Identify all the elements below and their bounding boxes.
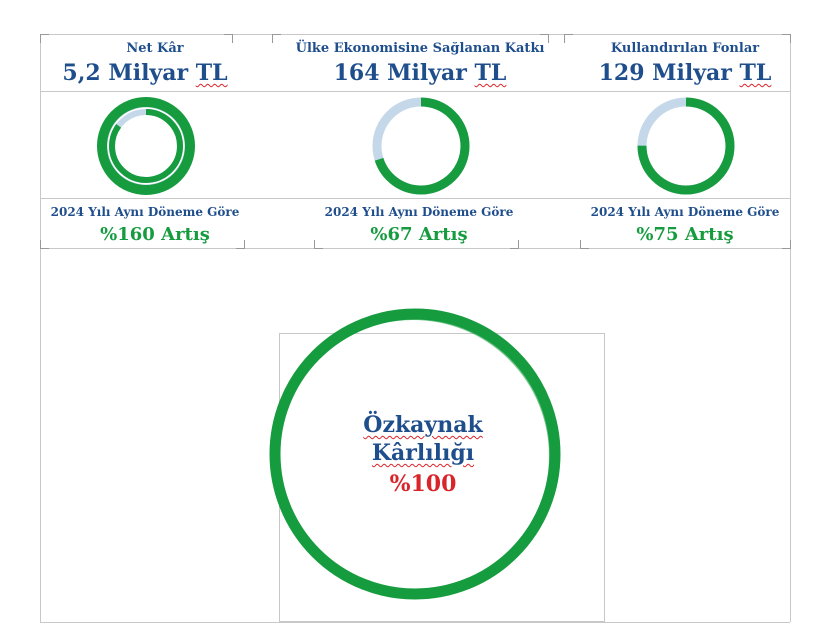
card-value-used-funds: 129 Milyar TL bbox=[570, 60, 800, 86]
card-growth-label-used-funds: 2024 Yılı Aynı Döneme Göre bbox=[590, 205, 780, 219]
card-title-economy-contribution: Ülke Ekonomisine Sağlanan Katkı bbox=[295, 41, 545, 56]
frame-divider-line bbox=[40, 198, 790, 199]
card-value-net-profit: 5,2 Milyar TL bbox=[40, 60, 250, 86]
card-title-used-funds: Kullandırılan Fonlar bbox=[610, 41, 760, 56]
net-profit-ring bbox=[97, 97, 195, 195]
corner-mark bbox=[782, 240, 791, 249]
card-title-net-profit: Net Kâr bbox=[126, 41, 184, 56]
roe-title-line1: Özkaynak bbox=[363, 412, 483, 438]
corner-mark bbox=[314, 240, 323, 249]
value-unit: TL bbox=[195, 60, 228, 86]
used-funds-ring bbox=[637, 97, 735, 195]
roe-value: %100 bbox=[389, 471, 457, 497]
corner-mark bbox=[580, 240, 589, 249]
value-number: 129 Milyar bbox=[598, 60, 732, 86]
ring-progress bbox=[372, 97, 470, 195]
card-growth-value-net-profit: %160 Artış bbox=[100, 224, 210, 245]
corner-mark bbox=[40, 240, 49, 249]
corner-mark bbox=[224, 34, 233, 43]
corner-mark bbox=[564, 34, 573, 43]
corner-mark bbox=[40, 34, 49, 43]
ring-inner-progress bbox=[109, 109, 183, 183]
card-growth-label-net-profit: 2024 Yılı Aynı Döneme Göre bbox=[50, 205, 240, 219]
frame-left-line bbox=[40, 34, 41, 622]
roe-ring-echo bbox=[271, 314, 555, 598]
frame-divider-line bbox=[40, 248, 790, 249]
card-growth-value-used-funds: %75 Artış bbox=[636, 224, 734, 245]
value-number: 164 Milyar bbox=[333, 60, 467, 86]
frame-divider-line bbox=[40, 91, 790, 92]
value-unit: TL bbox=[474, 60, 507, 86]
roe-ring bbox=[269, 308, 561, 600]
frame-bottom-line bbox=[40, 622, 790, 623]
value-unit: TL bbox=[739, 60, 772, 86]
corner-mark bbox=[236, 240, 245, 249]
corner-mark bbox=[782, 34, 791, 43]
roe-title-line2: Kârlılığı bbox=[371, 440, 475, 466]
corner-mark bbox=[540, 34, 549, 43]
card-growth-value-economy-contribution: %67 Artış bbox=[370, 224, 468, 245]
economy-contribution-ring bbox=[372, 97, 470, 195]
ring-outer-progress bbox=[97, 97, 195, 195]
card-value-economy-contribution: 164 Milyar TL bbox=[272, 60, 568, 86]
roe-title: Özkaynak Kârlılığı bbox=[318, 411, 528, 467]
ring-progress bbox=[637, 97, 735, 195]
frame-top-line bbox=[40, 34, 790, 35]
corner-mark bbox=[272, 34, 281, 43]
frame-right-line bbox=[790, 34, 791, 622]
card-growth-label-economy-contribution: 2024 Yılı Aynı Döneme Göre bbox=[324, 205, 514, 219]
corner-mark bbox=[510, 240, 519, 249]
value-number: 5,2 Milyar bbox=[62, 60, 189, 86]
